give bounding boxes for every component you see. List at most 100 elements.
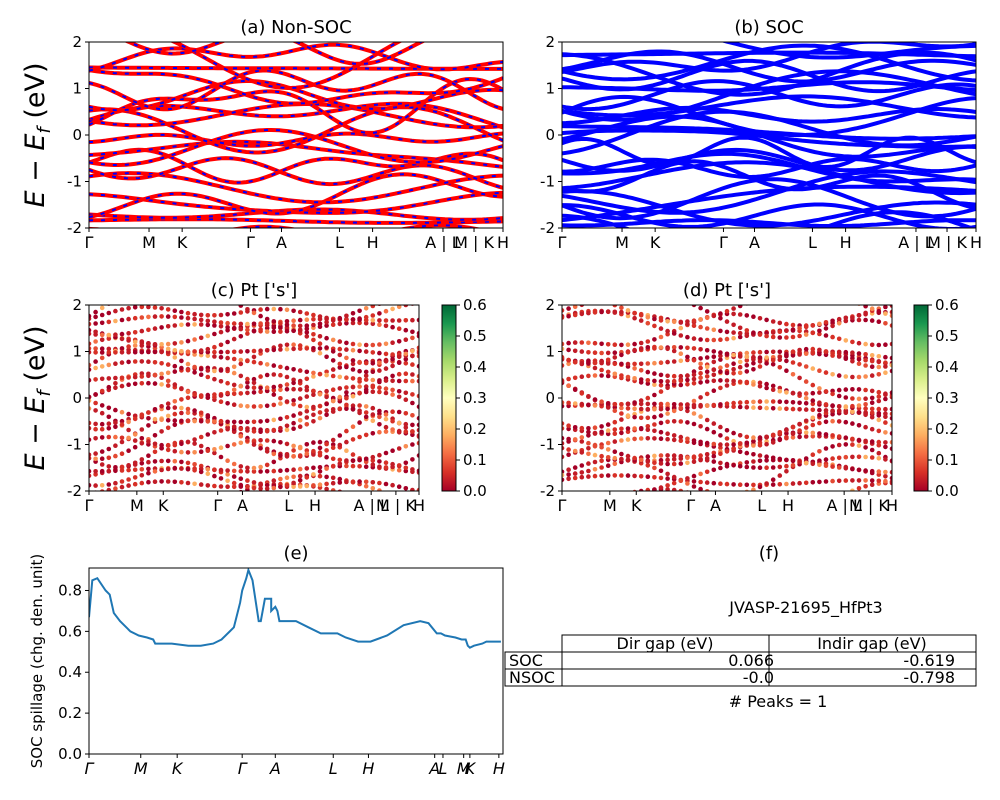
table-row-nsoc-label: NSOC: [509, 668, 555, 687]
projection-dot: [99, 421, 105, 427]
projection-dot: [284, 415, 290, 420]
projection-dot: [363, 414, 369, 420]
projection-dot: [416, 345, 419, 351]
projection-dot: [803, 346, 809, 352]
projection-dot: [638, 488, 644, 491]
projection-dot: [850, 466, 855, 472]
projection-dot: [632, 361, 637, 367]
projection-dot: [119, 464, 125, 470]
projection-dot: [264, 418, 270, 424]
colorbar-tick-label: 0.0: [935, 482, 959, 500]
projection-dot: [810, 401, 816, 407]
projection-dot: [705, 497, 710, 502]
projection-dot: [850, 339, 855, 345]
projection-dot: [797, 375, 802, 381]
projection-dot: [698, 439, 703, 445]
projection-dot: [271, 478, 277, 483]
projection-dot: [284, 482, 290, 488]
projection-dot: [153, 278, 158, 283]
projection-dot: [218, 379, 224, 384]
projection-dot: [731, 442, 736, 447]
projection-dot: [403, 327, 409, 333]
projection-dot: [251, 485, 257, 491]
projection-dot: [198, 482, 204, 487]
projection-dot: [311, 472, 316, 477]
projection-dot: [264, 449, 270, 454]
projection-dot: [757, 364, 763, 369]
projection-dot: [843, 374, 849, 379]
projection-dot: [330, 322, 336, 328]
projection-dot: [876, 428, 882, 434]
projection-dot: [764, 465, 769, 471]
projection-dot: [836, 478, 842, 484]
projection-dot: [139, 413, 145, 419]
projection-dot: [231, 419, 237, 425]
projection-dot: [698, 404, 703, 409]
projection-dot: [863, 396, 868, 402]
projection-dot: [132, 339, 138, 345]
projection-dot: [238, 305, 244, 308]
projection-dot: [579, 305, 585, 308]
projection-dot: [777, 464, 783, 470]
projection-dot: [304, 311, 310, 316]
projection-dot: [691, 438, 697, 443]
projection-dot: [810, 434, 816, 439]
projection-dot: [671, 348, 677, 354]
x-tick-label-d: Γ: [686, 496, 695, 515]
projection-dot: [311, 337, 316, 343]
y-tick-label-d: 0: [545, 389, 555, 407]
x-tick-label-c: L: [284, 496, 293, 515]
projection-dot: [797, 400, 802, 406]
x-tick-label-a: A | L: [425, 233, 461, 252]
projection-dot: [724, 363, 730, 368]
projection-dot: [691, 358, 697, 363]
projection-dot: [659, 291, 664, 296]
projection-dot: [770, 406, 776, 411]
projection-dot: [146, 439, 151, 444]
projection-dot: [599, 350, 604, 356]
table-row-soc-label: SOC: [509, 651, 543, 670]
projection-dot: [685, 354, 690, 360]
projection-dot: [179, 441, 184, 447]
projection-dot: [843, 349, 849, 355]
projection-dot: [396, 467, 402, 473]
projection-dot: [304, 408, 310, 414]
projection-dot: [645, 345, 651, 350]
projection-dot: [836, 353, 842, 359]
projection-dot: [370, 305, 376, 309]
projection-dot: [784, 463, 789, 469]
projection-dot: [238, 310, 244, 315]
projection-dot: [225, 478, 230, 484]
projection-dot: [192, 450, 197, 455]
projection-dot: [132, 374, 138, 380]
projection-dot: [258, 404, 263, 409]
projection-dot: [350, 406, 356, 412]
projection-dot: [797, 352, 802, 357]
table-header-dir: Dir gap (eV): [617, 634, 714, 653]
projection-dot: [205, 368, 211, 373]
projection-dot: [830, 318, 835, 324]
projection-dot: [357, 308, 362, 314]
projection-dot: [751, 367, 756, 372]
projection-dot: [107, 507, 112, 512]
projection-dot: [803, 460, 809, 466]
projection-dot: [271, 459, 277, 465]
projection-dot: [836, 316, 842, 322]
projection-dot: [245, 307, 250, 312]
projection-dot: [390, 448, 395, 454]
projection-dot: [797, 480, 802, 486]
projection-dot: [791, 288, 796, 293]
projection-dot: [652, 382, 657, 388]
projection-dot: [804, 288, 809, 293]
projection-dot: [817, 504, 822, 509]
y-tick-label-d: -2: [540, 482, 555, 500]
projection-dot: [625, 457, 631, 463]
projection-dot: [99, 435, 105, 440]
projection-dot: [159, 375, 164, 381]
projection-dot: [192, 279, 197, 284]
projection-dot: [291, 448, 296, 453]
projection-dot: [344, 458, 349, 463]
projection-dot: [619, 292, 624, 297]
projection-dot: [572, 387, 578, 393]
x-tick-label-b: H: [840, 233, 852, 252]
